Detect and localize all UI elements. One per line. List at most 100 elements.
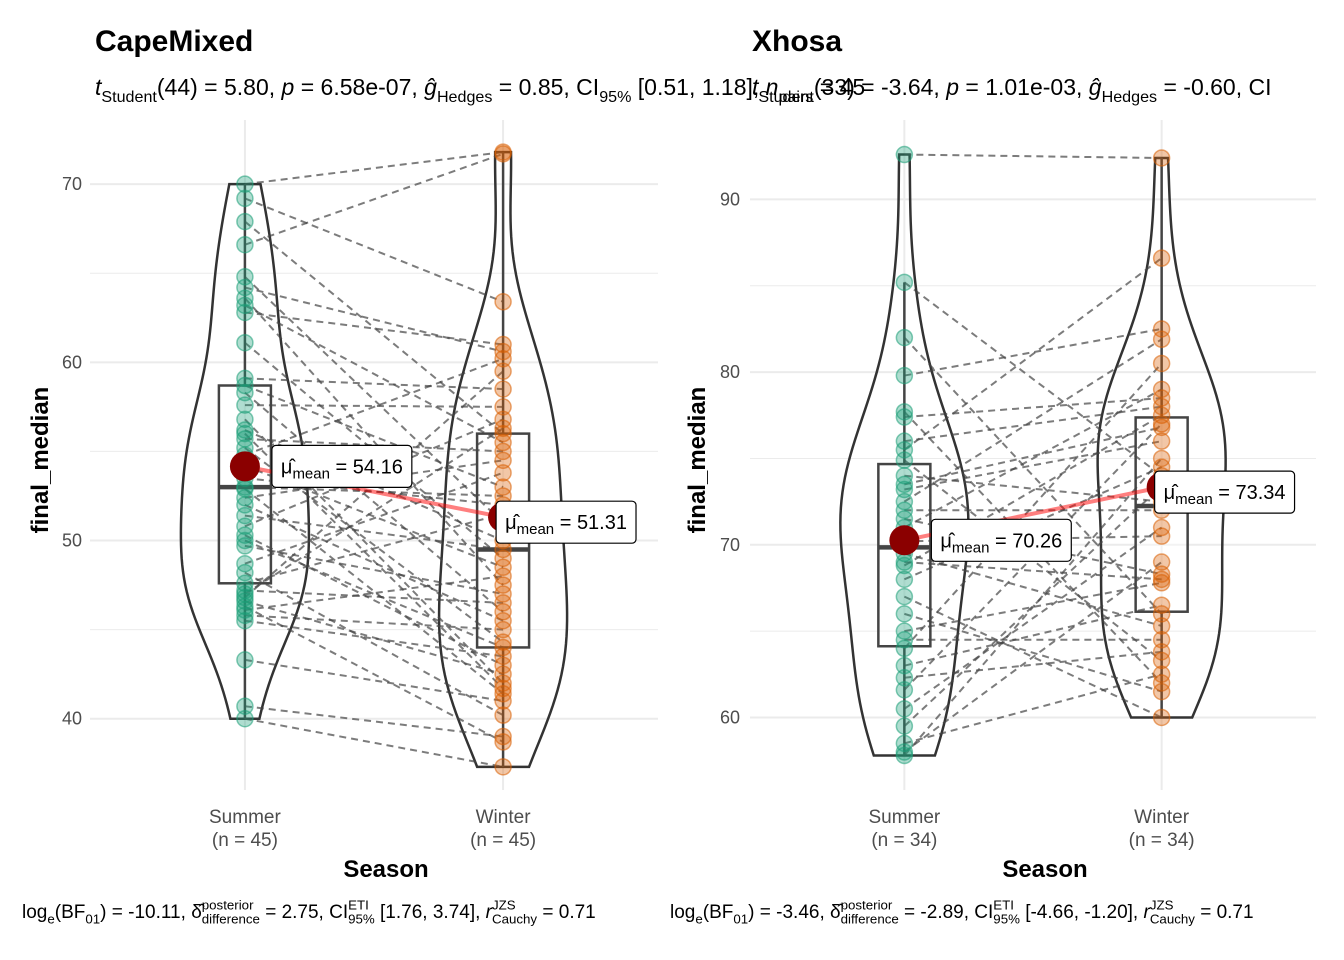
- pair-line: [904, 517, 1162, 576]
- pair-line: [904, 474, 1162, 503]
- y-tick-label: 60: [720, 707, 740, 727]
- pair-line: [244, 717, 504, 768]
- point: [895, 273, 914, 292]
- point: [895, 451, 914, 469]
- pair-line: [244, 488, 504, 695]
- caption-sup: ETI: [993, 897, 1014, 912]
- point: [1152, 249, 1171, 267]
- point: [895, 587, 914, 606]
- pair-line: [903, 459, 1163, 662]
- point: [494, 727, 512, 746]
- caption-sup: JZS: [1150, 897, 1174, 912]
- caption-sup: JZS: [492, 897, 516, 912]
- point: [236, 517, 254, 536]
- pair-line: [244, 391, 504, 613]
- point: [236, 592, 254, 610]
- mean-label-sep: =: [554, 512, 577, 534]
- caption-sub: e: [47, 912, 54, 927]
- point: [236, 189, 254, 208]
- pair-line: [904, 561, 1162, 581]
- point: [494, 478, 512, 496]
- point: [236, 537, 254, 555]
- caption-sub: difference: [202, 912, 260, 927]
- caption: r: [486, 902, 493, 923]
- caption: (BF: [703, 902, 734, 923]
- caption: = 0.71: [537, 902, 596, 923]
- point: [236, 175, 254, 193]
- point: [1152, 418, 1171, 437]
- point: [494, 433, 512, 452]
- point: [1152, 682, 1171, 701]
- caption: [-4.66, -1.20],: [1020, 902, 1144, 923]
- mean-label-value: 54.16: [353, 456, 403, 478]
- point: [494, 350, 512, 368]
- pair-line: [244, 658, 504, 702]
- pair-line: [904, 405, 1162, 443]
- pair-line: [244, 427, 504, 595]
- pair-line: [244, 151, 504, 186]
- mean-label: μ̂ mean = 51.31: [495, 500, 637, 544]
- mean-label-sep: =: [330, 456, 353, 478]
- caption: = -2.89, CI: [899, 902, 994, 923]
- pair-line: [903, 257, 1163, 451]
- point: [494, 398, 512, 416]
- y-tick-label: 50: [62, 531, 82, 551]
- pair-line: [244, 304, 504, 444]
- point: [494, 611, 512, 630]
- point: [1152, 708, 1171, 727]
- pair-line: [904, 581, 1162, 633]
- violin: [179, 182, 311, 720]
- mean-label-sep: =: [989, 530, 1012, 552]
- point: [1152, 149, 1171, 167]
- subtitle-sub: pairs: [778, 88, 813, 106]
- point: [494, 558, 512, 577]
- caption: (BF: [55, 902, 86, 923]
- pair-line: [904, 673, 1162, 745]
- pair-line: [244, 477, 504, 506]
- point: [236, 383, 254, 402]
- x-tick-note: (n = 45): [470, 830, 536, 851]
- pair-line: [244, 377, 504, 391]
- caption: log: [22, 902, 47, 923]
- point: [895, 681, 914, 699]
- pair-line: [244, 571, 504, 717]
- point: [236, 585, 254, 603]
- caption-sub: 95%: [993, 912, 1020, 927]
- subtitle: = 1.01e-03,: [959, 74, 1089, 100]
- mean-label: μ̂ mean = 73.34: [1154, 470, 1296, 514]
- subtitle: n: [766, 74, 779, 100]
- point: [895, 669, 914, 687]
- y-tick-label: 70: [62, 174, 82, 194]
- point: [236, 303, 254, 322]
- pair-line: [904, 552, 1162, 627]
- pair-line: [244, 459, 504, 499]
- point: [895, 145, 914, 164]
- pair-line: [244, 471, 504, 565]
- subtitle-sub: Hedges: [437, 88, 492, 106]
- point: [895, 403, 914, 421]
- point: [494, 442, 512, 461]
- point: [1152, 354, 1171, 373]
- point: [895, 408, 914, 426]
- point: [1152, 665, 1171, 684]
- pair-line: [244, 220, 504, 435]
- pair-line: [244, 464, 504, 569]
- violin: [1096, 156, 1227, 719]
- point: [236, 554, 254, 573]
- caption-sub: 01: [733, 912, 748, 927]
- mean-label-value: 51.31: [577, 512, 627, 534]
- subtitle: [0.51, 1.18],: [631, 74, 765, 100]
- point: [236, 235, 254, 254]
- pair-line: [244, 418, 504, 528]
- caption: ) = -3.46,: [748, 902, 830, 923]
- caption: r: [1144, 902, 1151, 923]
- caption-sub: Cauchy: [1150, 912, 1195, 927]
- point: [236, 478, 254, 496]
- subtitle-sub: Hedges: [1102, 88, 1157, 106]
- subtitle: p: [945, 74, 959, 100]
- subtitle: ĝ: [1089, 74, 1102, 100]
- point: [494, 410, 512, 429]
- point: [494, 293, 512, 311]
- point: [494, 594, 512, 612]
